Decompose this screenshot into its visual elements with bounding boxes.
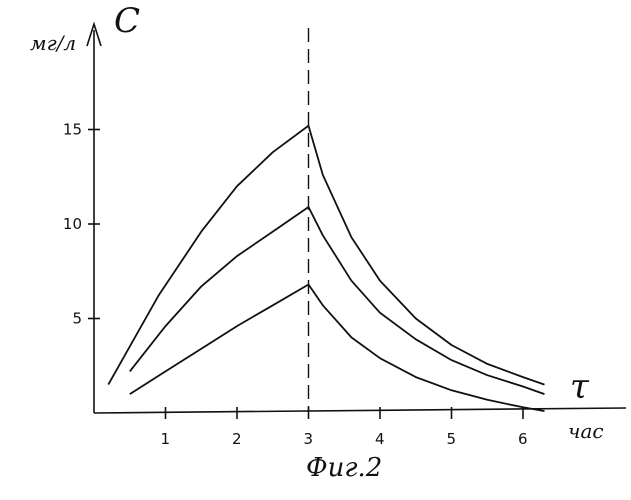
x-tick-label: 5 — [447, 430, 457, 448]
x-tick-label: 4 — [375, 430, 385, 448]
y-axis-symbol: C — [114, 1, 140, 41]
x-tick-label: 6 — [518, 430, 528, 448]
figure-caption: Фиг.2 — [306, 453, 382, 483]
x-tick-label: 3 — [304, 430, 314, 448]
y-tick-label: 10 — [63, 215, 82, 233]
x-tick-label: 1 — [161, 430, 171, 448]
y-tick-label: 15 — [63, 121, 82, 139]
y-tick-label: 5 — [72, 310, 82, 328]
x-axis-symbol: τ — [570, 367, 590, 407]
y-axis-unit: мг/л — [30, 31, 76, 55]
x-axis-unit: час — [568, 419, 604, 443]
x-axis — [94, 408, 626, 413]
series-line-1 — [108, 126, 544, 385]
series-line-3 — [130, 285, 545, 412]
series-line-2 — [130, 207, 545, 394]
x-tick-label: 2 — [232, 430, 242, 448]
